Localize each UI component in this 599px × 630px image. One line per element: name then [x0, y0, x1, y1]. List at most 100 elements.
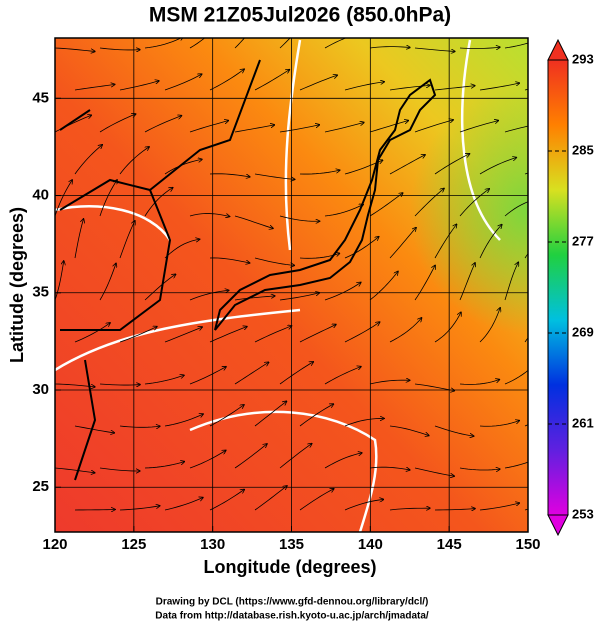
- streamline: [369, 272, 398, 301]
- streamline: [209, 405, 244, 427]
- streamline: [459, 189, 489, 217]
- streamline: [74, 145, 102, 175]
- streamline: [299, 170, 340, 175]
- coastline: [214, 78, 437, 331]
- streamline: [479, 421, 519, 427]
- streamline: [99, 263, 116, 301]
- streamline: [189, 367, 226, 385]
- colorbar-tick-label: 277: [572, 233, 594, 248]
- streamline: [344, 237, 379, 259]
- streamline: [324, 122, 364, 133]
- streamline: [144, 274, 176, 301]
- streamline: [144, 188, 173, 217]
- streamline: [479, 308, 500, 343]
- streamline: [344, 499, 383, 511]
- streamline: [279, 215, 320, 221]
- streamline: [479, 503, 519, 511]
- streamline: [434, 154, 469, 175]
- streamline: [324, 367, 361, 385]
- streamline: [99, 114, 136, 133]
- streamline: [164, 327, 202, 343]
- streamline: [504, 262, 518, 301]
- streamline: [234, 296, 275, 301]
- streamline: [414, 467, 454, 476]
- streamline: [254, 173, 295, 179]
- streamline: [254, 257, 294, 265]
- streamline: [55, 180, 72, 217]
- streamline: [434, 425, 474, 436]
- streamline: [234, 125, 274, 133]
- streamline: [279, 362, 313, 385]
- y-tick-label: 30: [32, 381, 49, 398]
- colorbar-tick-label: 269: [572, 324, 594, 339]
- streamline: [164, 414, 203, 427]
- streamline: [74, 509, 115, 510]
- streamline: [504, 201, 528, 217]
- streamline: [189, 290, 229, 301]
- streamline: [55, 115, 91, 133]
- streamline: [254, 70, 289, 91]
- streamline: [189, 450, 226, 469]
- streamline: [299, 404, 333, 427]
- colorbar: [547, 59, 569, 516]
- streamline: [234, 38, 245, 49]
- streamline: [74, 323, 110, 343]
- streamline: [254, 326, 292, 343]
- streamline: [55, 383, 95, 387]
- streamline: [344, 322, 380, 343]
- streamline: [164, 498, 203, 511]
- streamline: [434, 224, 457, 259]
- streamline: [189, 121, 228, 133]
- streamline: [324, 38, 347, 49]
- streamline: [99, 467, 140, 471]
- streamline: [414, 383, 454, 391]
- streamline: [209, 489, 244, 511]
- x-tick-label: 135: [279, 536, 304, 553]
- streamline: [74, 425, 114, 433]
- streamline: [144, 375, 184, 385]
- streamline: [459, 380, 499, 385]
- colorbar-tick-label: 261: [572, 415, 594, 430]
- credit: Data from http://database.rish.kyoto-u.a…: [155, 611, 429, 622]
- streamline: [414, 188, 444, 217]
- streamline: [254, 486, 287, 511]
- streamline: [414, 47, 455, 51]
- streamline: [459, 47, 500, 48]
- streamline: [389, 318, 422, 343]
- streamline: [369, 193, 403, 217]
- streamline: [299, 489, 334, 511]
- y-axis-label: Latitude (degrees): [7, 207, 27, 363]
- streamline: [414, 265, 435, 301]
- colorbar-tick-label: 253: [572, 506, 594, 521]
- streamline: [279, 293, 319, 301]
- streamline: [209, 69, 244, 91]
- streamline: [389, 85, 430, 91]
- streamline: [209, 257, 250, 263]
- streamline: [344, 82, 384, 91]
- streamline: [414, 120, 453, 133]
- y-tick-label: 45: [32, 89, 49, 106]
- streamline: [369, 466, 410, 470]
- streamline: [99, 180, 117, 217]
- y-tick-label: 35: [32, 284, 49, 301]
- streamline: [99, 384, 140, 385]
- streamline: [459, 468, 500, 470]
- streamline: [119, 506, 160, 511]
- contour-line: [55, 39, 501, 532]
- streamline: [299, 253, 339, 259]
- streamline: [164, 239, 200, 259]
- streamline: [144, 38, 183, 49]
- streamline: [369, 380, 410, 385]
- streamline: [234, 215, 273, 228]
- streamline: [144, 462, 184, 469]
- coastline: [59, 59, 261, 481]
- colorbar-extend: [547, 38, 569, 61]
- streamline: [459, 263, 475, 301]
- streamline: [369, 121, 408, 133]
- streamline: [99, 48, 140, 50]
- streamline: [279, 125, 319, 133]
- streamline: [254, 401, 286, 427]
- streamline: [74, 84, 115, 91]
- streamline: [299, 324, 336, 343]
